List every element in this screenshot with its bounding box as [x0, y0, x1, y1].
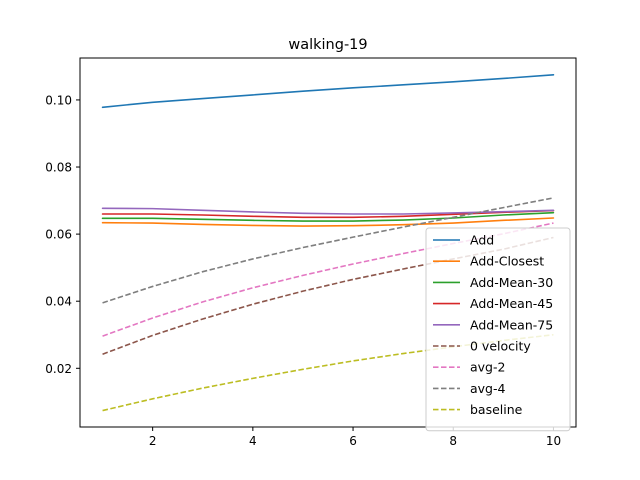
x-tick-label: 2 [149, 434, 157, 448]
chart-title: walking-19 [288, 37, 367, 53]
series-line-add-closest [101, 217, 555, 227]
series-line-avg-4 [102, 197, 554, 304]
x-tick-label: 6 [349, 434, 357, 448]
series-line-baseline [102, 333, 554, 412]
x-tick-label: 8 [449, 434, 457, 448]
legend-label: Add-Mean-75 [470, 317, 553, 332]
x-tick-label: 4 [249, 434, 257, 448]
legend-label: baseline [470, 402, 523, 417]
legend-label: avg-4 [470, 381, 506, 396]
legend-label: Add-Mean-30 [470, 275, 553, 290]
legend-box [425, 227, 571, 432]
legend-label: Add [470, 233, 494, 248]
axes: 2 4 6 8 10 0.02 0.04 0.06 0.08 0.10 [45, 57, 577, 448]
legend-label: avg-2 [470, 360, 505, 375]
legend-label: Add-Closest [470, 254, 544, 269]
x-tick-label: 10 [546, 434, 561, 448]
legend-label: 0 velocity [470, 339, 531, 354]
y-tick-label: 0.04 [45, 295, 72, 309]
series-line-add-mean-45 [101, 209, 555, 219]
y-tick-label: 0.06 [45, 228, 72, 242]
legend-label: Add-Mean-45 [470, 296, 553, 311]
axes-frame [79, 57, 577, 428]
y-tick-label: 0.10 [45, 93, 72, 107]
y-tick-label: 0.08 [45, 161, 72, 175]
series-line-add [101, 73, 555, 109]
y-tick-label: 0.02 [45, 362, 72, 376]
series-line-add-mean-30 [101, 211, 555, 222]
legend: Add Add-Closest Add-Mean-30 Add-Mean-45 Add-… [425, 227, 571, 432]
